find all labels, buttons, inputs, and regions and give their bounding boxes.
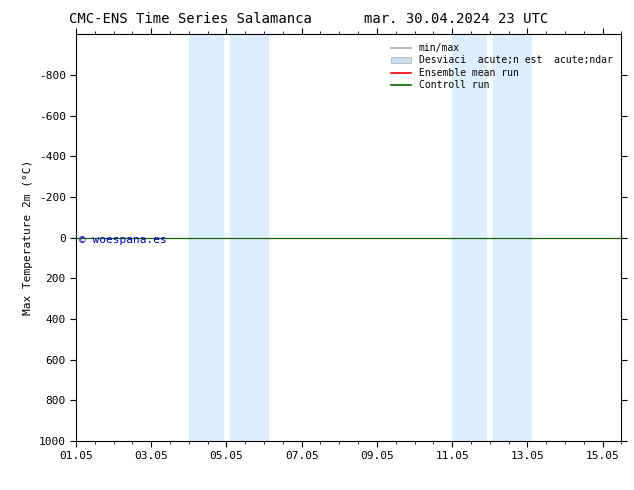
Text: mar. 30.04.2024 23 UTC: mar. 30.04.2024 23 UTC <box>365 12 548 26</box>
Bar <box>493 34 531 441</box>
Text: CMC-ENS Time Series Salamanca: CMC-ENS Time Series Salamanca <box>68 12 312 26</box>
Legend: min/max, Desviaci  acute;n est  acute;ndar, Ensemble mean run, Controll run: min/max, Desviaci acute;n est acute;ndar… <box>387 39 616 94</box>
Bar <box>230 34 268 441</box>
Bar <box>189 34 223 441</box>
Bar <box>452 34 486 441</box>
Y-axis label: Max Temperature 2m (°C): Max Temperature 2m (°C) <box>23 160 33 315</box>
Text: © woespana.es: © woespana.es <box>79 235 167 245</box>
